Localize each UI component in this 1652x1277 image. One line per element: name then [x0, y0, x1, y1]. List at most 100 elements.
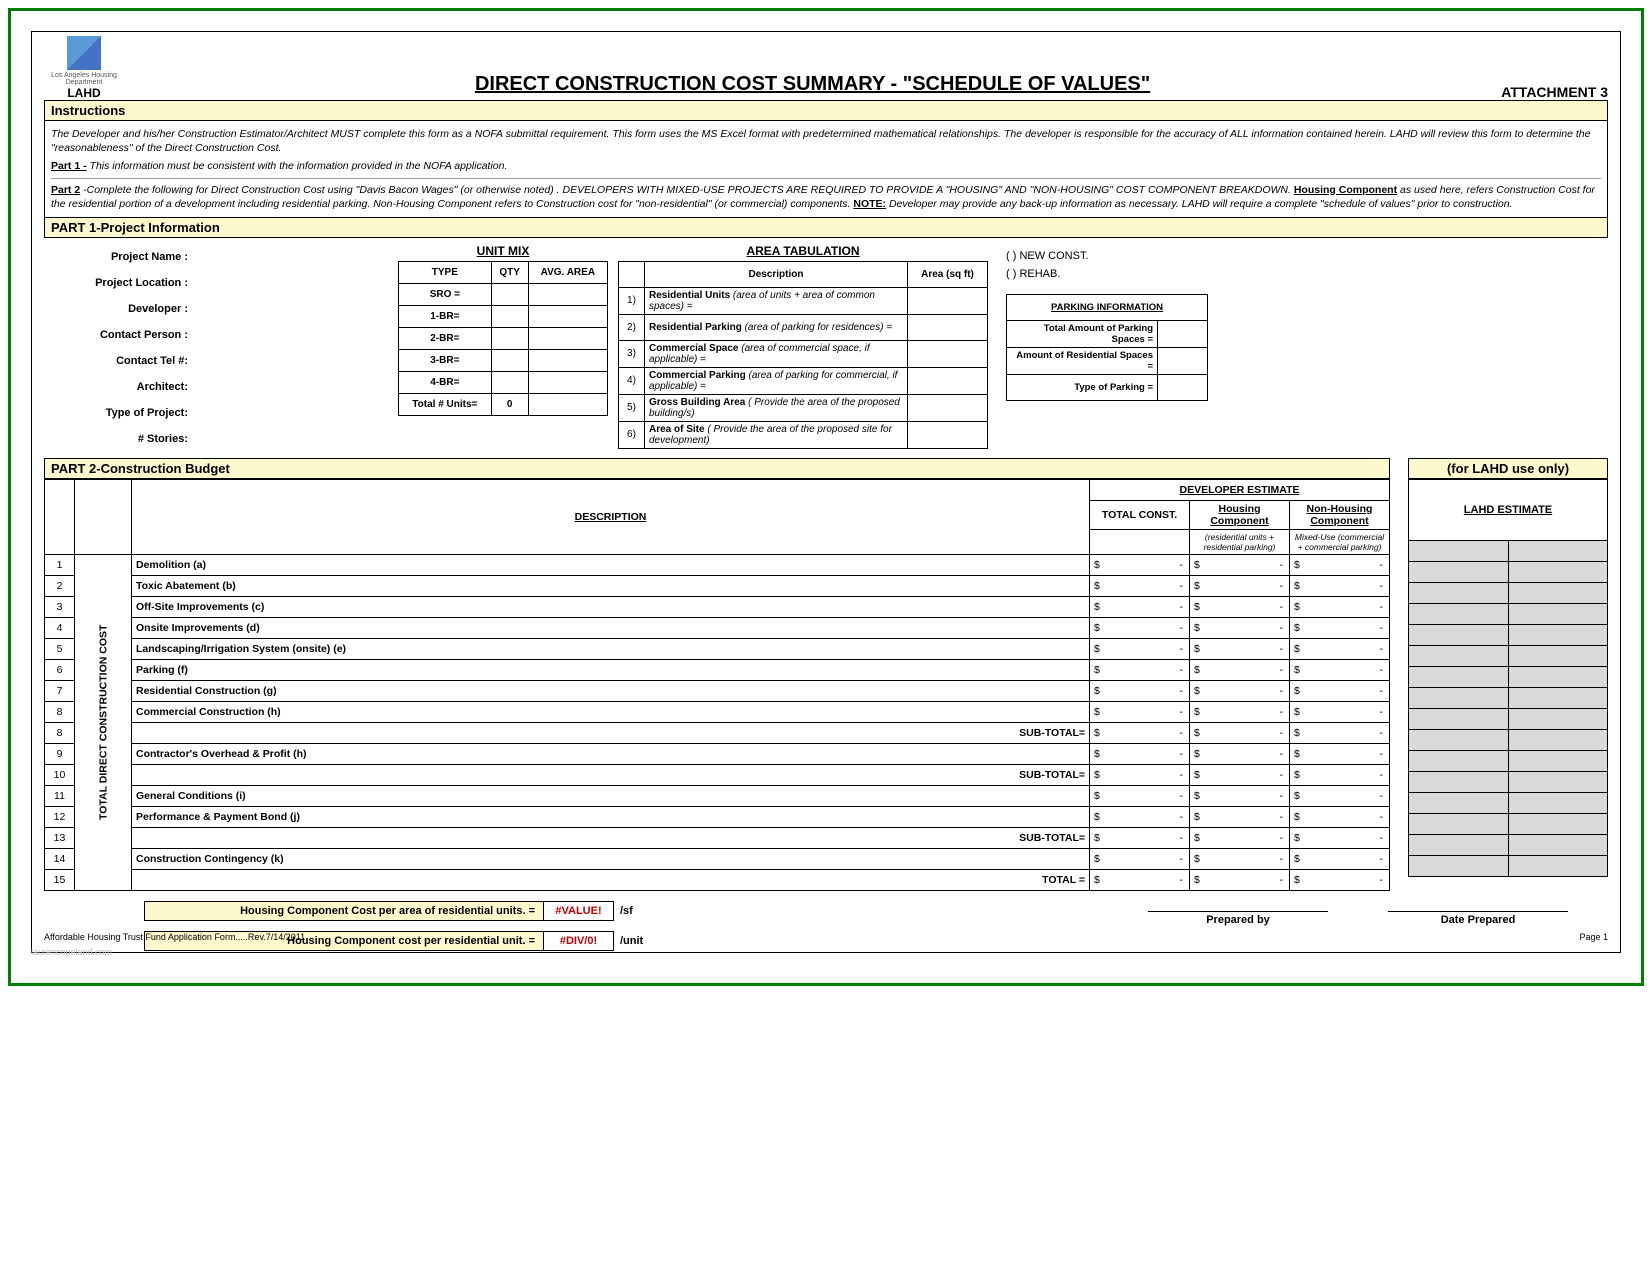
money-nonhousing[interactable]: $ [1290, 638, 1390, 659]
budget-desc: Commercial Construction (h) [132, 701, 1090, 722]
money-total[interactable]: $ [1090, 638, 1190, 659]
money-housing[interactable]: $ [1190, 743, 1290, 764]
money-total[interactable]: $ [1090, 680, 1190, 701]
unit-mix-area[interactable] [528, 349, 607, 371]
money-housing[interactable]: $ [1190, 659, 1290, 680]
footer-note: Affordable Housing Trust Fund Applicatio… [44, 932, 1608, 942]
money-nonhousing[interactable]: $ [1290, 554, 1390, 575]
money-total[interactable]: $ [1090, 785, 1190, 806]
area-value[interactable] [908, 421, 988, 448]
lahd-cell [1409, 834, 1509, 855]
header: Los Angeles Housing Department LAHD DIRE… [44, 36, 1608, 100]
lahd-cell [1508, 834, 1608, 855]
money-housing[interactable]: $ [1190, 638, 1290, 659]
option-rehab[interactable]: ( ) REHAB. [1006, 268, 1208, 280]
money-total[interactable]: $ [1090, 554, 1190, 575]
subtotal-label: SUB-TOTAL= [132, 764, 1090, 785]
money-nonhousing[interactable]: $ [1290, 785, 1390, 806]
unit-mix-type: 4-BR= [399, 371, 492, 393]
money-nonhousing[interactable]: $ [1290, 743, 1390, 764]
area-num: 4) [619, 367, 645, 394]
lahd-cell [1409, 540, 1509, 561]
row-num: 14 [45, 848, 75, 869]
money-nonhousing[interactable]: $ [1290, 680, 1390, 701]
footer-left: Affordable Housing Trust Fund Applicatio… [44, 932, 305, 942]
instructions-intro: The Developer and his/her Construction E… [51, 127, 1601, 155]
money-housing[interactable]: $ [1190, 701, 1290, 722]
lahd-cell [1409, 750, 1509, 771]
area-num: 1) [619, 287, 645, 314]
parking-value[interactable] [1158, 320, 1208, 347]
money-nonhousing[interactable]: $ [1290, 596, 1390, 617]
money-nonhousing[interactable]: $ [1290, 806, 1390, 827]
money-nonhousing[interactable]: $ [1290, 701, 1390, 722]
area-value[interactable] [908, 394, 988, 421]
parking-value[interactable] [1158, 347, 1208, 374]
money-total[interactable]: $ [1090, 806, 1190, 827]
part1-label: Part 1 - [51, 160, 87, 172]
unit-mix-area[interactable] [528, 283, 607, 305]
row-num: 15 [45, 869, 75, 890]
money-total[interactable]: $ [1090, 848, 1190, 869]
row-num: 2 [45, 575, 75, 596]
row-num: 1 [45, 554, 75, 575]
budget-desc: Parking (f) [132, 659, 1090, 680]
lahd-cell [1508, 771, 1608, 792]
subtotal-label: TOTAL = [132, 869, 1090, 890]
money-total[interactable]: $ [1090, 659, 1190, 680]
unit-mix-type: 2-BR= [399, 327, 492, 349]
unit-mix-area[interactable] [528, 371, 607, 393]
money-total[interactable]: $ [1090, 701, 1190, 722]
part1-grid: Project Name :Project Location :Develope… [44, 238, 1608, 458]
col-housing: Housing Component [1190, 500, 1290, 529]
money-nonhousing[interactable]: $ [1290, 659, 1390, 680]
option-new-const[interactable]: ( ) NEW CONST. [1006, 250, 1208, 262]
money-total[interactable]: $ [1090, 617, 1190, 638]
money-total[interactable]: $ [1090, 596, 1190, 617]
money-housing[interactable]: $ [1190, 554, 1290, 575]
unit-mix-qty[interactable] [491, 371, 528, 393]
lahd-logo-icon [67, 36, 101, 70]
col-description: DESCRIPTION [132, 479, 1090, 554]
project-label: Architect: [48, 374, 188, 400]
parking-value[interactable] [1158, 374, 1208, 400]
unit-mix-total-value: 0 [491, 393, 528, 415]
lahd-cell [1508, 750, 1608, 771]
money-housing[interactable]: $ [1190, 617, 1290, 638]
lahd-cell [1508, 813, 1608, 834]
unit-mix-block: UNIT MIX TYPE QTY AVG. AREA SRO =1-BR=2-… [398, 244, 608, 452]
budget-desc: Contractor's Overhead & Profit (h) [132, 743, 1090, 764]
money-housing[interactable]: $ [1190, 806, 1290, 827]
money-total[interactable]: $ [1090, 575, 1190, 596]
unit-mix-qty[interactable] [491, 305, 528, 327]
money-housing[interactable]: $ [1190, 596, 1290, 617]
money-total: $ [1090, 722, 1190, 743]
unit-mix-area[interactable] [528, 305, 607, 327]
area-value[interactable] [908, 340, 988, 367]
unit-mix-qty[interactable] [491, 327, 528, 349]
project-label: Developer : [48, 296, 188, 322]
money-total[interactable]: $ [1090, 743, 1190, 764]
area-desc: Gross Building Area ( Provide the area o… [645, 394, 908, 421]
budget-desc: Construction Contingency (k) [132, 848, 1090, 869]
outer-border: Los Angeles Housing Department LAHD DIRE… [8, 8, 1644, 986]
money-housing[interactable]: $ [1190, 680, 1290, 701]
lahd-cell [1508, 561, 1608, 582]
area-value[interactable] [908, 367, 988, 394]
project-values-blank [198, 244, 398, 452]
unit-mix-qty[interactable] [491, 283, 528, 305]
lahd-est-header: LAHD ESTIMATE [1409, 479, 1608, 540]
money-housing[interactable]: $ [1190, 785, 1290, 806]
lahd-cell [1409, 582, 1509, 603]
money-nonhousing[interactable]: $ [1290, 617, 1390, 638]
unit-mix-area[interactable] [528, 327, 607, 349]
money-housing[interactable]: $ [1190, 575, 1290, 596]
money-nonhousing[interactable]: $ [1290, 848, 1390, 869]
row-num: 8 [45, 701, 75, 722]
area-value[interactable] [908, 287, 988, 314]
money-nonhousing[interactable]: $ [1290, 575, 1390, 596]
money-housing[interactable]: $ [1190, 848, 1290, 869]
area-value[interactable] [908, 314, 988, 340]
unit-mix-col-avg: AVG. AREA [528, 261, 607, 283]
unit-mix-qty[interactable] [491, 349, 528, 371]
